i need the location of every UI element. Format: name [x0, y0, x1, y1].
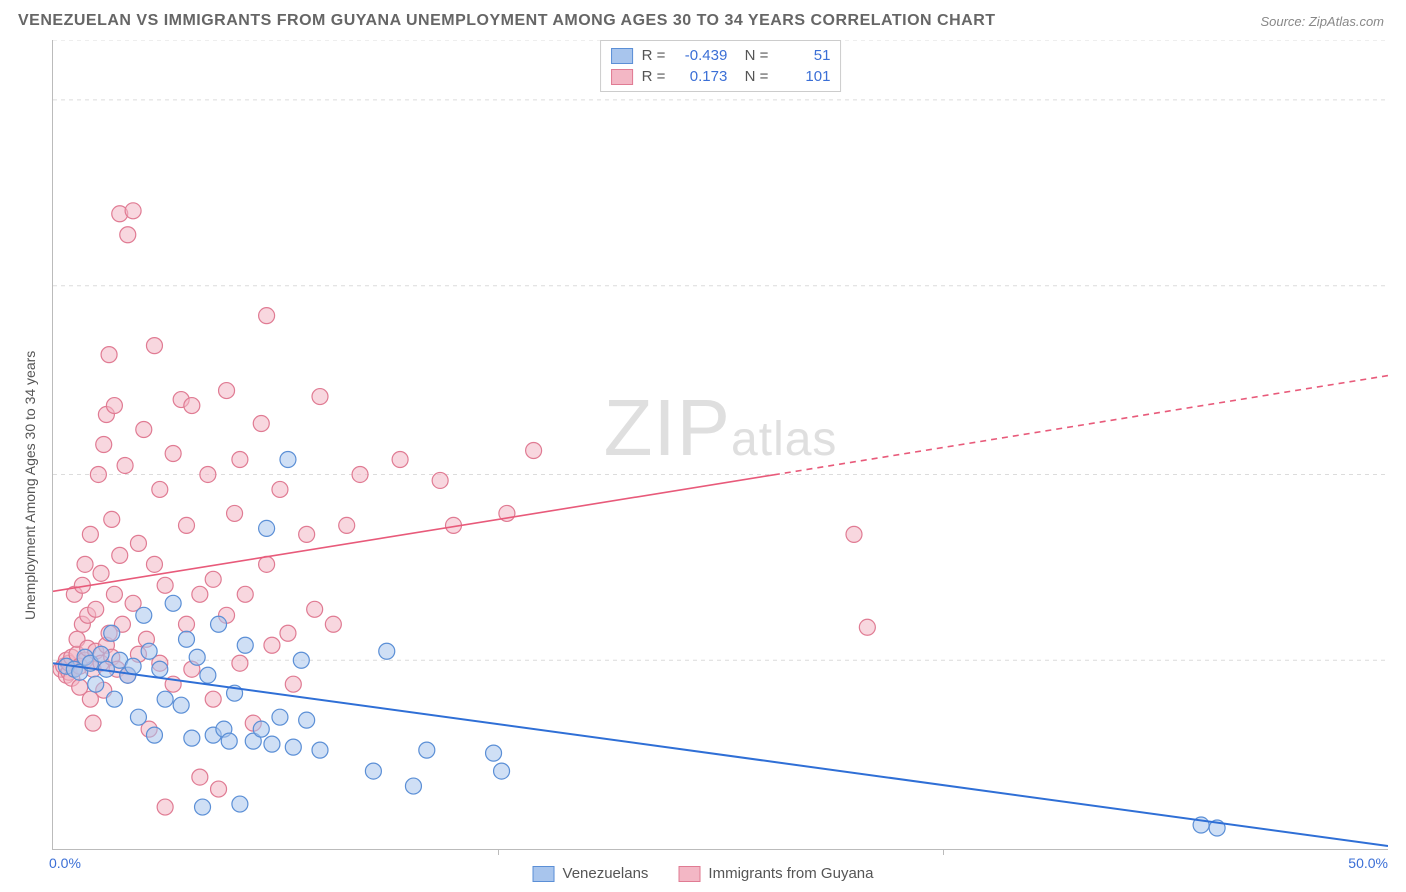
stat-n-label: N =: [736, 66, 768, 87]
bottom-legend: Venezuelans Immigrants from Guyana: [533, 865, 874, 882]
y-tick-label: 18.8%: [1398, 278, 1406, 294]
legend-label: Immigrants from Guyana: [708, 865, 873, 882]
y-axis-label: Unemployment Among Ages 30 to 34 years: [22, 351, 38, 620]
watermark-zip: ZIP: [604, 383, 731, 472]
swatch-icon: [533, 866, 555, 882]
swatch-guyana: [611, 69, 633, 85]
x-tick-max: 50.0%: [1348, 855, 1388, 871]
watermark-atlas: atlas: [731, 413, 837, 466]
legend-item-venezuelans: Venezuelans: [533, 865, 649, 882]
y-tick-label: 12.5%: [1398, 466, 1406, 482]
legend-label: Venezuelans: [563, 865, 649, 882]
stat-r-label: R =: [642, 45, 666, 66]
x-tick-mark: [943, 849, 944, 855]
stat-n-val-1: 101: [774, 66, 830, 87]
source-label: Source: ZipAtlas.com: [1260, 14, 1384, 29]
stat-r-label: R =: [642, 66, 666, 87]
x-tick-min: 0.0%: [49, 855, 81, 871]
y-tick-label: 25.0%: [1398, 92, 1406, 108]
stats-row-guyana: R = 0.173 N = 101: [611, 66, 831, 87]
x-tick-mark: [498, 849, 499, 855]
stat-n-label: N =: [736, 45, 768, 66]
swatch-icon: [678, 866, 700, 882]
scatter-svg: [53, 40, 1388, 849]
stat-r-val-1: 0.173: [671, 66, 727, 87]
swatch-venezuelans: [611, 48, 633, 64]
y-tick-label: 6.3%: [1398, 652, 1406, 668]
chart-plot-area: ZIPatlas R = -0.439 N = 51 R = 0.173 N =…: [52, 40, 1388, 850]
stat-n-val-0: 51: [774, 45, 830, 66]
stats-row-venezuelans: R = -0.439 N = 51: [611, 45, 831, 66]
stats-legend: R = -0.439 N = 51 R = 0.173 N = 101: [600, 40, 842, 92]
stat-r-val-0: -0.439: [671, 45, 727, 66]
legend-item-guyana: Immigrants from Guyana: [678, 865, 873, 882]
watermark: ZIPatlas: [604, 382, 838, 474]
chart-title: VENEZUELAN VS IMMIGRANTS FROM GUYANA UNE…: [18, 12, 996, 30]
